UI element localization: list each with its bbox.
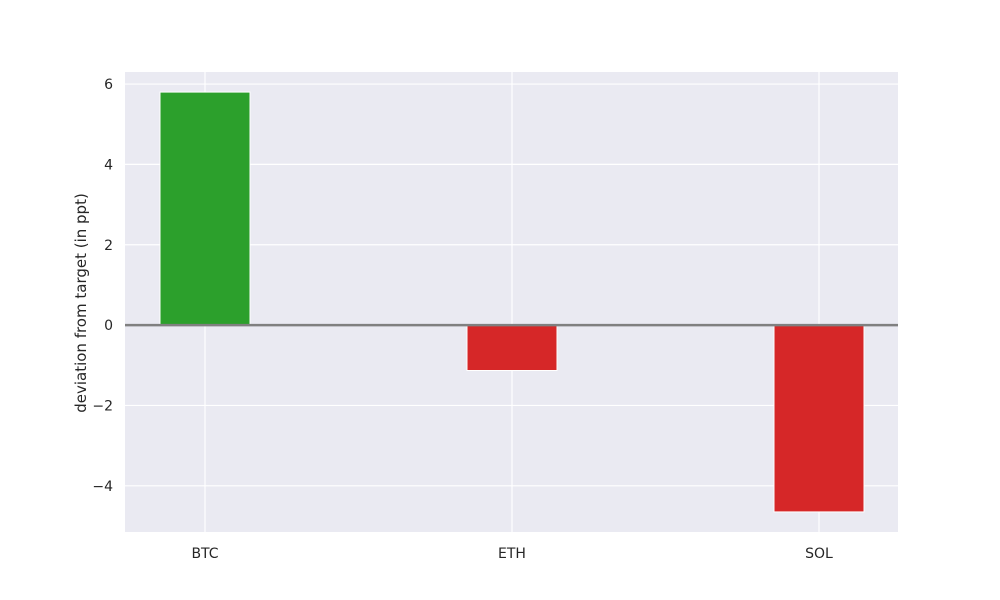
y-tick-label: 2 (104, 238, 113, 254)
bars (159, 91, 865, 513)
x-tick-label: SOL (805, 546, 833, 562)
tick-labels: −4 −2 0 2 4 6 BTC ETH SOL (92, 77, 833, 562)
y-tick-label: 0 (104, 318, 113, 334)
y-tick-label: −2 (92, 398, 113, 414)
y-tick-label: 4 (104, 157, 113, 173)
x-tick-label: ETH (498, 546, 526, 562)
bar-eth (466, 324, 558, 371)
bar-btc (159, 91, 251, 326)
x-tick-label: BTC (191, 546, 218, 562)
y-axis-label: deviation from target (in ppt) (72, 193, 90, 413)
y-tick-label: −4 (92, 479, 113, 495)
bar-sol (773, 324, 865, 513)
y-tick-label: 6 (104, 77, 113, 93)
